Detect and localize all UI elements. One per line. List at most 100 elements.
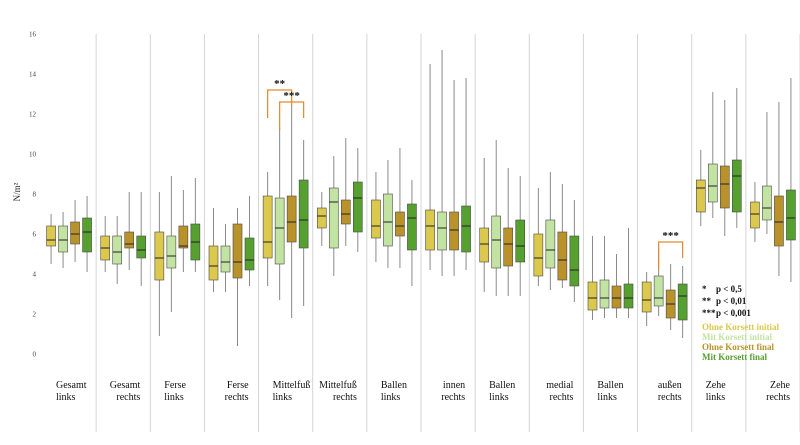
box-iqr bbox=[491, 215, 502, 269]
box-iqr bbox=[762, 185, 772, 221]
category-label: Ferse bbox=[227, 380, 249, 391]
box-iqr bbox=[316, 207, 327, 229]
box-plot-box bbox=[340, 138, 351, 246]
category-label: rechts bbox=[550, 392, 574, 403]
box-plot-box bbox=[557, 184, 568, 288]
box-iqr bbox=[503, 227, 514, 267]
y-tick-label: 0 bbox=[33, 351, 37, 359]
box-plot-box bbox=[124, 192, 135, 270]
box-iqr bbox=[352, 181, 363, 233]
series-legend-entry: Mit Korsett initial bbox=[702, 332, 772, 342]
significance-stars: *** bbox=[283, 90, 300, 102]
box-iqr bbox=[653, 275, 664, 307]
box-plot-box bbox=[190, 178, 201, 272]
box-plot-box bbox=[503, 168, 514, 296]
significance-legend-symbol: *** bbox=[702, 308, 716, 318]
box-plot-box bbox=[274, 128, 285, 300]
box-iqr bbox=[707, 163, 718, 203]
significance-bracket: ** bbox=[267, 78, 293, 118]
box-plot-box bbox=[316, 192, 327, 246]
box-plot-box bbox=[479, 158, 490, 292]
box-plot-box bbox=[220, 224, 231, 292]
box-iqr bbox=[298, 179, 309, 249]
box-iqr bbox=[262, 195, 273, 259]
category-label: rechts bbox=[658, 392, 682, 403]
category-label: rechts bbox=[116, 392, 140, 403]
significance-legend-text: p < 0,01 bbox=[716, 296, 747, 306]
box-plot-box bbox=[750, 182, 760, 242]
box-plot-box bbox=[298, 140, 309, 306]
box-plot-box bbox=[395, 148, 405, 268]
box-plot-box bbox=[154, 192, 165, 336]
box-plot-box bbox=[244, 196, 255, 286]
significance-bracket: *** bbox=[279, 90, 305, 130]
category-label: links bbox=[56, 392, 76, 403]
box-plot-box bbox=[371, 172, 381, 262]
box-plot-box bbox=[100, 216, 111, 272]
category-label: rechts bbox=[441, 392, 465, 403]
box-plot-box bbox=[695, 150, 706, 226]
significance-legend-text: p < 0,5 bbox=[716, 284, 742, 294]
box-iqr bbox=[587, 281, 598, 311]
series-legend-entry: Mit Korsett final bbox=[702, 352, 767, 362]
category-label: Ferse bbox=[164, 380, 186, 391]
box-plot-box bbox=[437, 50, 447, 276]
box-plot-box bbox=[677, 266, 688, 338]
box-plot-box bbox=[208, 208, 219, 292]
category-label: links bbox=[489, 392, 509, 403]
significance-legend-symbol: * bbox=[702, 284, 707, 294]
box-iqr bbox=[244, 237, 255, 271]
category-label: rechts bbox=[766, 392, 790, 403]
box-iqr bbox=[461, 205, 471, 253]
box-iqr bbox=[731, 159, 742, 213]
category-label: rechts bbox=[333, 392, 357, 403]
category-label: medial bbox=[546, 380, 573, 391]
box-iqr bbox=[70, 221, 80, 245]
y-tick-label: 16 bbox=[29, 31, 37, 39]
box-plot-box bbox=[786, 78, 796, 282]
box-iqr bbox=[545, 219, 556, 269]
box-plot-box bbox=[491, 140, 502, 296]
box-plot-box bbox=[449, 80, 459, 276]
box-iqr bbox=[58, 225, 68, 253]
box-plot-box bbox=[641, 272, 652, 326]
box-plot-box bbox=[136, 192, 147, 286]
y-tick-label: 4 bbox=[33, 271, 37, 279]
box-plot-box bbox=[82, 196, 92, 272]
box-plot-box bbox=[611, 254, 622, 318]
box-plot-box bbox=[328, 156, 339, 276]
category-label: außen bbox=[658, 380, 682, 391]
y-tick-label: 8 bbox=[33, 191, 37, 199]
series-legend-entry: Ohne Korsett final bbox=[702, 342, 774, 352]
box-plot-box bbox=[587, 236, 598, 320]
bracket-line bbox=[267, 89, 293, 118]
category-label: Ballen bbox=[489, 380, 515, 391]
bracket-line bbox=[658, 241, 684, 270]
box-plot-box bbox=[731, 88, 742, 228]
significance-bracket: *** bbox=[658, 230, 684, 270]
box-iqr bbox=[611, 285, 622, 309]
box-iqr bbox=[479, 227, 490, 263]
box-plot-box bbox=[425, 64, 435, 270]
box-iqr bbox=[407, 203, 417, 251]
box-iqr bbox=[124, 231, 135, 249]
box-iqr bbox=[208, 245, 219, 281]
box-iqr bbox=[166, 235, 177, 269]
bracket-line bbox=[279, 101, 305, 130]
box-plot-box bbox=[665, 264, 676, 330]
y-tick-label: 12 bbox=[29, 111, 37, 119]
category-label: Mittelfuß bbox=[319, 380, 357, 391]
category-label: Zehe bbox=[706, 380, 727, 391]
box-iqr bbox=[750, 201, 760, 229]
box-iqr bbox=[395, 211, 405, 237]
box-iqr bbox=[786, 189, 796, 241]
box-iqr bbox=[425, 209, 435, 251]
box-plot-box bbox=[407, 180, 417, 286]
box-iqr bbox=[154, 231, 165, 281]
significance-stars: ** bbox=[274, 78, 286, 90]
category-label: innen bbox=[443, 380, 465, 391]
box-iqr bbox=[82, 217, 92, 253]
box-iqr bbox=[623, 283, 634, 309]
box-iqr bbox=[599, 279, 610, 309]
